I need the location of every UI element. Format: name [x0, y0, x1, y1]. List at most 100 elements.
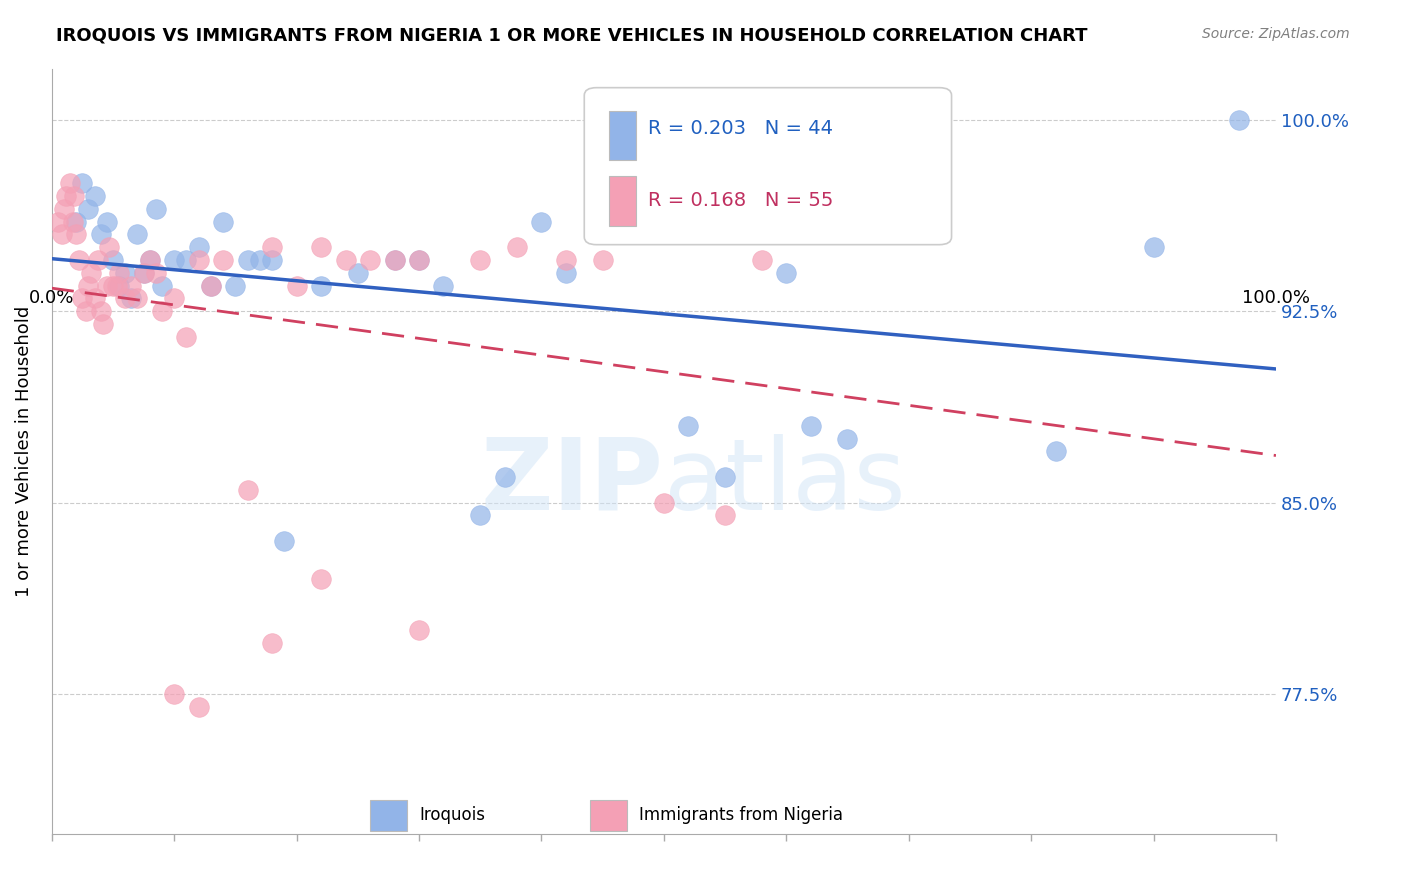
Point — [101, 278, 124, 293]
Point — [176, 329, 198, 343]
Point — [90, 304, 112, 318]
Point — [96, 278, 118, 293]
Point — [800, 418, 823, 433]
Point — [273, 533, 295, 548]
Point — [262, 240, 284, 254]
Point — [67, 252, 90, 267]
Text: ZIP: ZIP — [481, 434, 664, 531]
Point — [127, 227, 149, 242]
Point — [65, 227, 87, 242]
Point — [359, 252, 381, 267]
Point — [309, 278, 332, 293]
Point — [91, 317, 114, 331]
Point — [59, 177, 82, 191]
Point — [1227, 112, 1250, 127]
Point — [1045, 444, 1067, 458]
Point — [163, 291, 186, 305]
FancyBboxPatch shape — [585, 87, 952, 244]
Point — [127, 291, 149, 305]
Point — [176, 252, 198, 267]
Point — [335, 252, 357, 267]
Point — [132, 266, 155, 280]
Point — [72, 291, 94, 305]
Point — [96, 215, 118, 229]
FancyBboxPatch shape — [609, 111, 636, 161]
Point — [408, 252, 430, 267]
Point — [120, 278, 142, 293]
Point — [408, 252, 430, 267]
Text: Immigrants from Nigeria: Immigrants from Nigeria — [640, 806, 844, 824]
Point — [714, 508, 737, 523]
Point — [72, 177, 94, 191]
FancyBboxPatch shape — [591, 800, 627, 830]
Point — [77, 278, 100, 293]
Text: R = 0.203   N = 44: R = 0.203 N = 44 — [648, 119, 832, 137]
Point — [53, 202, 76, 216]
Point — [408, 623, 430, 637]
Point — [75, 304, 97, 318]
Point — [249, 252, 271, 267]
Point — [555, 252, 578, 267]
Point — [101, 252, 124, 267]
Point — [506, 240, 529, 254]
Point — [87, 252, 110, 267]
Point — [224, 278, 246, 293]
Point — [90, 227, 112, 242]
Point — [65, 215, 87, 229]
Point — [46, 215, 69, 229]
Point — [200, 278, 222, 293]
Point — [751, 252, 773, 267]
Point — [592, 252, 614, 267]
Point — [775, 266, 797, 280]
Text: atlas: atlas — [664, 434, 905, 531]
Point — [150, 278, 173, 293]
Point — [62, 189, 84, 203]
Point — [83, 189, 105, 203]
FancyBboxPatch shape — [370, 800, 406, 830]
Point — [138, 252, 160, 267]
Point — [628, 227, 651, 242]
Point — [51, 227, 73, 242]
Point — [555, 266, 578, 280]
Point — [132, 266, 155, 280]
Point — [187, 240, 209, 254]
Text: 100.0%: 100.0% — [1241, 289, 1310, 307]
Point — [236, 483, 259, 497]
Text: Iroquois: Iroquois — [419, 806, 485, 824]
Point — [55, 189, 77, 203]
Point — [346, 266, 368, 280]
Point — [80, 266, 103, 280]
Point — [837, 432, 859, 446]
Point — [83, 291, 105, 305]
Point — [309, 572, 332, 586]
Point — [262, 252, 284, 267]
Point — [187, 699, 209, 714]
Point — [105, 278, 128, 293]
Point — [285, 278, 308, 293]
FancyBboxPatch shape — [609, 176, 636, 226]
Text: R = 0.168   N = 55: R = 0.168 N = 55 — [648, 191, 834, 210]
Y-axis label: 1 or more Vehicles in Household: 1 or more Vehicles in Household — [15, 306, 32, 597]
Point — [77, 202, 100, 216]
Point — [1142, 240, 1164, 254]
Point — [114, 266, 136, 280]
Point — [678, 418, 700, 433]
Point — [470, 508, 492, 523]
Point — [108, 266, 131, 280]
Point — [678, 227, 700, 242]
Point — [652, 495, 675, 509]
Point — [384, 252, 406, 267]
Point — [145, 202, 167, 216]
Text: IROQUOIS VS IMMIGRANTS FROM NIGERIA 1 OR MORE VEHICLES IN HOUSEHOLD CORRELATION : IROQUOIS VS IMMIGRANTS FROM NIGERIA 1 OR… — [56, 27, 1088, 45]
Point — [212, 252, 235, 267]
Point — [236, 252, 259, 267]
Point — [187, 252, 209, 267]
Point — [432, 278, 454, 293]
Point — [384, 252, 406, 267]
Point — [200, 278, 222, 293]
Point — [262, 636, 284, 650]
Text: Source: ZipAtlas.com: Source: ZipAtlas.com — [1202, 27, 1350, 41]
Point — [108, 278, 131, 293]
Point — [98, 240, 121, 254]
Point — [120, 291, 142, 305]
